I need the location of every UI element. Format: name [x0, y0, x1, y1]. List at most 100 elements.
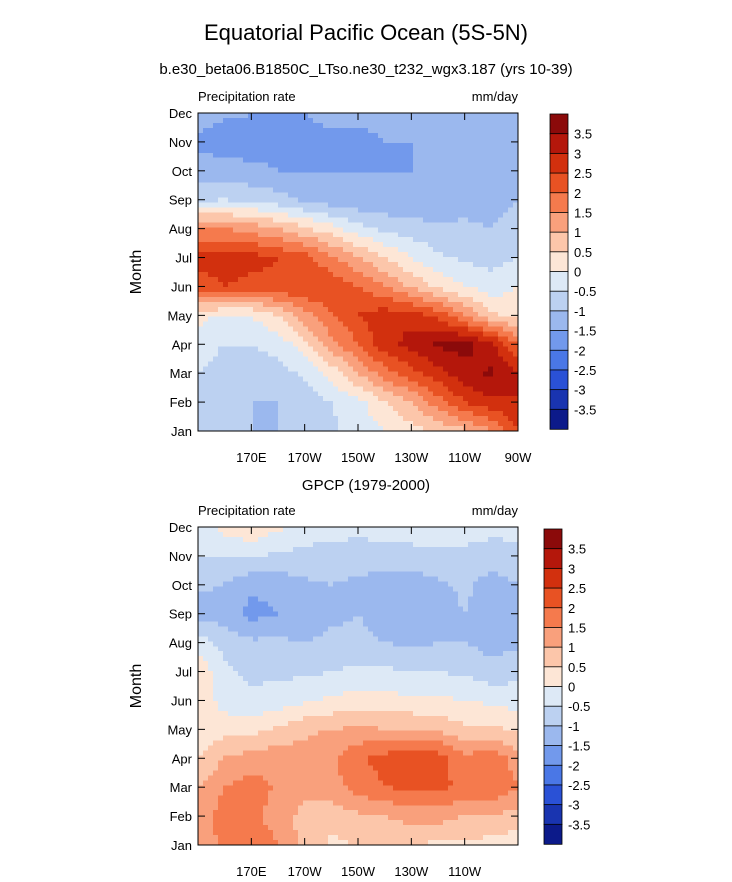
heatmap-cell: [473, 426, 479, 432]
heatmap-cell: [298, 122, 304, 129]
heatmap-cell: [218, 122, 224, 129]
heatmap-cell: [273, 257, 279, 263]
heatmap-cell: [463, 301, 469, 308]
heatmap-cell: [283, 122, 289, 129]
heatmap-cell: [218, 286, 224, 293]
heatmap-cell: [398, 556, 404, 563]
heatmap-cell: [323, 391, 329, 397]
heatmap-cell: [368, 267, 374, 273]
heatmap-cell: [458, 152, 464, 159]
heatmap-cell: [388, 217, 394, 223]
heatmap-cell: [303, 576, 309, 583]
heatmap-cell: [283, 172, 289, 179]
heatmap-cell: [368, 252, 374, 258]
heatmap-cell: [273, 391, 279, 397]
heatmap-cell: [403, 286, 409, 293]
heatmap-cell: [368, 197, 374, 204]
heatmap-cell: [453, 396, 459, 402]
heatmap-cell: [448, 546, 454, 553]
heatmap-cell: [348, 132, 354, 139]
heatmap-cell: [393, 571, 399, 578]
heatmap-cell: [233, 222, 239, 228]
heatmap-cell: [258, 556, 264, 563]
heatmap-cell: [463, 306, 469, 313]
heatmap-cell: [478, 217, 484, 223]
heatmap-cell: [503, 262, 509, 268]
heatmap-cell: [313, 142, 319, 149]
heatmap-cell: [443, 262, 449, 268]
heatmap-cell: [278, 276, 284, 283]
heatmap-cell: [268, 381, 274, 387]
heatmap-cell: [293, 132, 299, 139]
heatmap-cell: [333, 366, 339, 372]
heatmap-cell: [293, 172, 299, 179]
heatmap-cell: [243, 197, 249, 204]
heatmap-cell: [438, 326, 444, 333]
heatmap-cell: [378, 137, 384, 144]
heatmap-cell: [228, 371, 234, 377]
heatmap-cell: [398, 331, 404, 338]
heatmap-cell: [478, 576, 484, 583]
heatmap-cell: [268, 242, 274, 248]
heatmap-cell: [398, 561, 404, 568]
heatmap-cell: [298, 182, 304, 189]
heatmap-cell: [303, 306, 309, 313]
heatmap-cell: [403, 217, 409, 223]
heatmap-cell: [483, 376, 489, 382]
heatmap-cell: [238, 416, 244, 422]
heatmap-cell: [358, 581, 364, 588]
heatmap-cell: [408, 296, 414, 303]
heatmap-cell: [343, 237, 349, 243]
heatmap-cell: [503, 581, 509, 588]
heatmap-cell: [498, 576, 504, 583]
heatmap-cell: [373, 147, 379, 154]
heatmap-cell: [263, 247, 269, 253]
heatmap-cell: [373, 276, 379, 283]
heatmap-cell: [493, 527, 499, 533]
heatmap-cell: [478, 351, 484, 358]
heatmap-cell: [458, 401, 464, 407]
heatmap-cell: [418, 157, 424, 164]
heatmap-cell: [278, 301, 284, 308]
heatmap-cell: [373, 286, 379, 293]
heatmap-cell: [323, 232, 329, 238]
heatmap-cell: [493, 177, 499, 184]
heatmap-cell: [213, 172, 219, 179]
heatmap-cell: [423, 222, 429, 228]
heatmap-cell: [323, 321, 329, 328]
heatmap-cell: [253, 366, 259, 372]
heatmap-cell: [328, 142, 334, 149]
heatmap-cell: [228, 411, 234, 417]
heatmap-cell: [448, 381, 454, 387]
heatmap-cell: [308, 272, 314, 278]
heatmap-cell: [268, 301, 274, 308]
heatmap-cell: [258, 257, 264, 263]
heatmap-cell: [293, 416, 299, 422]
heatmap-cell: [358, 586, 364, 593]
heatmap-cell: [293, 157, 299, 164]
colorbar-label: 3.5: [574, 127, 592, 142]
heatmap-cell: [463, 122, 469, 129]
heatmap-cell: [203, 571, 209, 578]
heatmap-cell: [258, 276, 264, 283]
heatmap-cell: [223, 356, 229, 363]
heatmap-cell: [403, 361, 409, 368]
heatmap-cell: [223, 127, 229, 134]
heatmap-cell: [398, 262, 404, 268]
heatmap-cell: [263, 296, 269, 303]
heatmap-cell: [313, 117, 319, 124]
heatmap-cell: [208, 276, 214, 283]
heatmap-cell: [488, 272, 494, 278]
heatmap-cell: [503, 346, 509, 353]
heatmap-cell: [283, 291, 289, 298]
heatmap-cell: [378, 351, 384, 358]
heatmap-cell: [473, 321, 479, 328]
heatmap-cell: [418, 396, 424, 402]
heatmap-cell: [353, 406, 359, 412]
heatmap-cell: [498, 426, 504, 432]
heatmap-cell: [268, 581, 274, 588]
heatmap-cell: [403, 301, 409, 308]
heatmap-cell: [508, 177, 514, 184]
heatmap-cell: [283, 272, 289, 278]
heatmap-cell: [373, 152, 379, 159]
